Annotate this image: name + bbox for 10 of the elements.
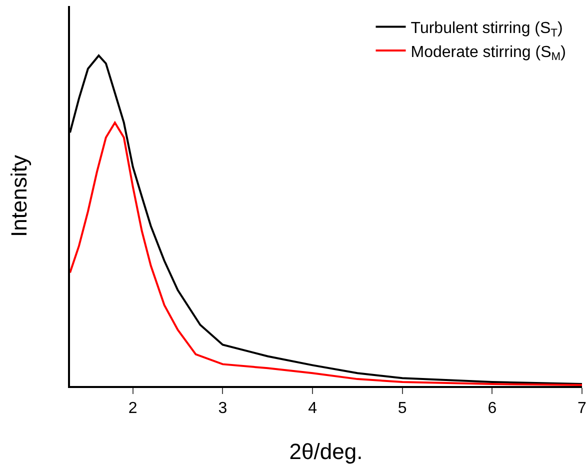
- x-tick-label: 2: [128, 400, 138, 417]
- x-axis-title: 2θ/deg.: [289, 439, 363, 464]
- y-axis-title: Intensity: [6, 155, 32, 237]
- x-tick-label: 6: [488, 400, 497, 417]
- x-tick-label: 3: [218, 400, 228, 417]
- legend-label: Turbulent stirring (S$_{T}$): [410, 20, 563, 40]
- x-tick-label: 4: [308, 400, 318, 417]
- x-tick-label: 5: [398, 400, 407, 417]
- legend-label: Moderate stirring (S$_{M}$): [410, 44, 566, 64]
- x-tick-label: 7: [578, 400, 587, 417]
